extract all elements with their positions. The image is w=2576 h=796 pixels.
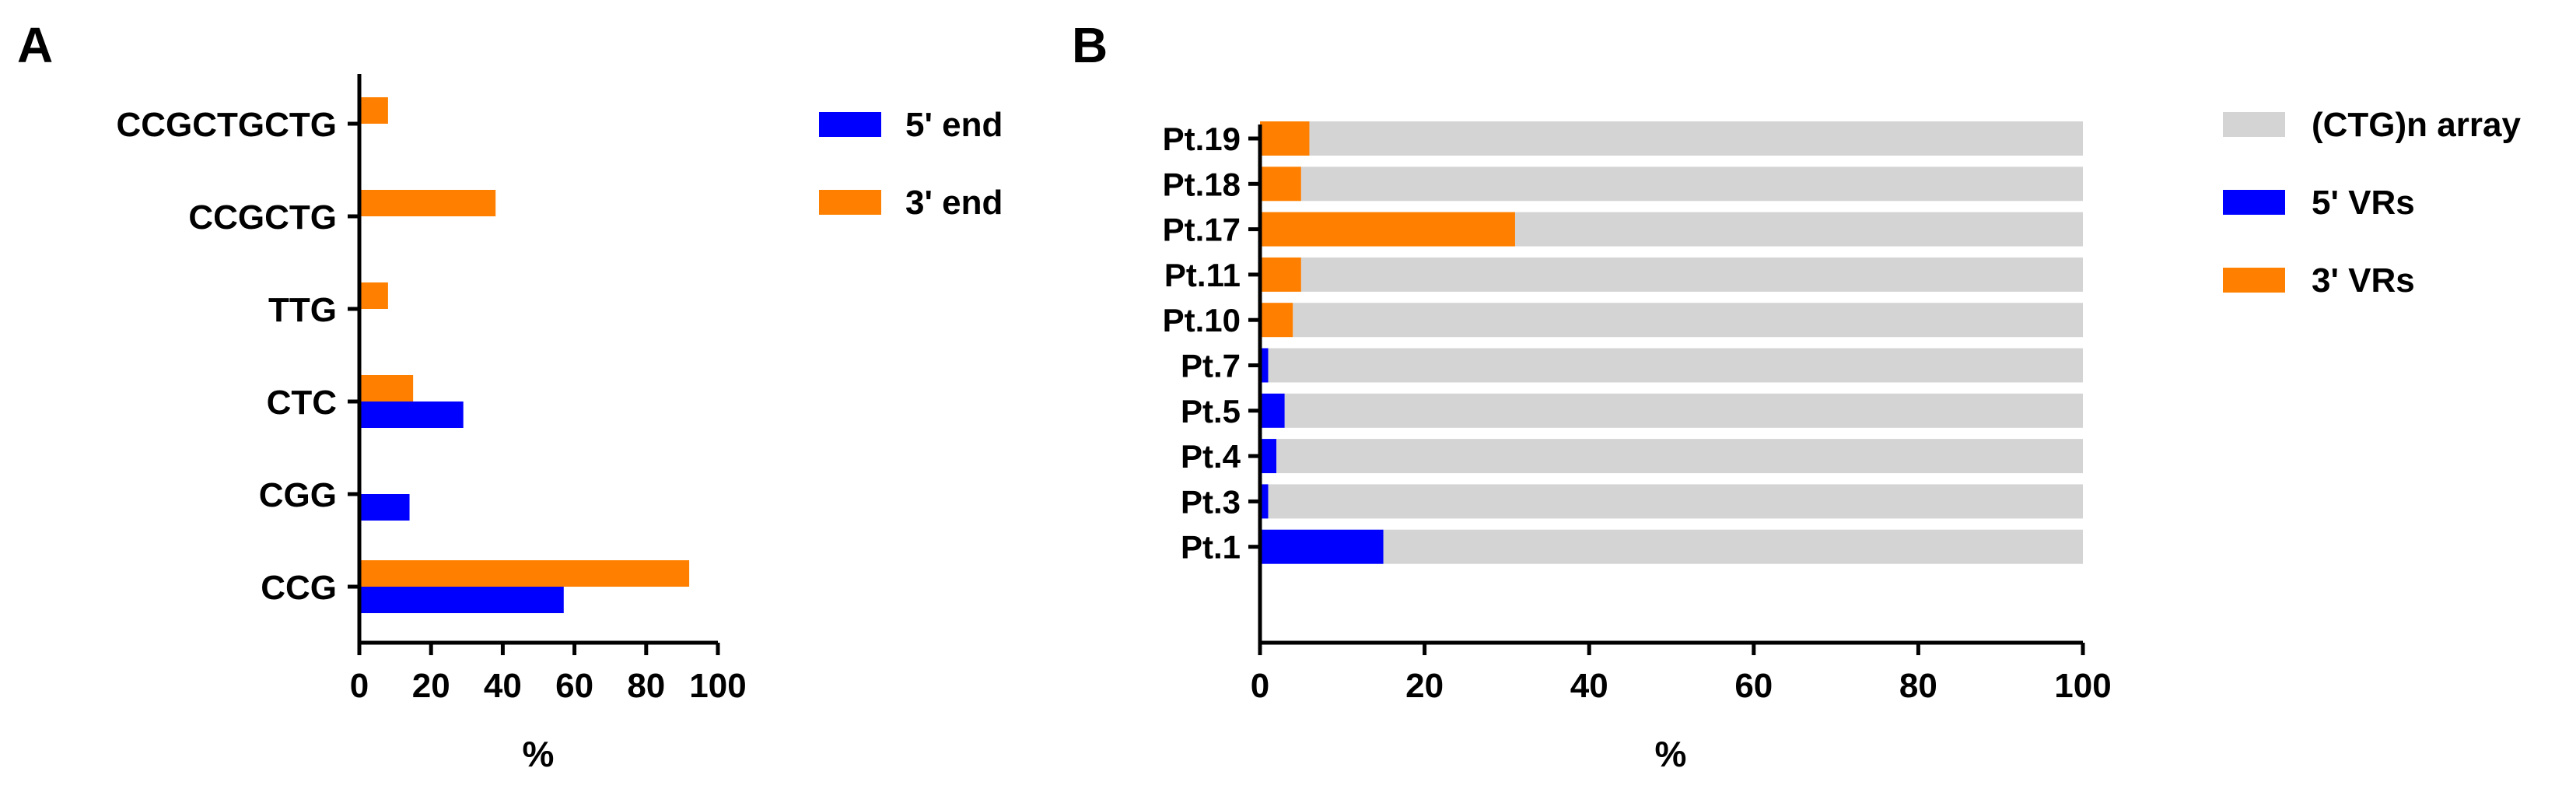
legend-label-5-vrs: 5' VRs (2312, 184, 2415, 222)
category-label-pt-11: Pt.11 (1164, 257, 1241, 293)
bar-ctg-n-array-pt-19 (1309, 121, 2083, 156)
bar-3-vrs-pt-18 (1260, 167, 1301, 202)
x-tick-label-80: 80 (627, 667, 665, 705)
x-tick-label-20: 20 (1405, 667, 1444, 705)
bar-5-vrs-pt-3 (1260, 484, 1269, 519)
bar-5-end-cgg (359, 494, 410, 521)
panel-b-x-ticks: 0 20 40 60 80 100 (1251, 643, 2112, 705)
bar-3-end-ccgctg (359, 190, 496, 216)
category-label-pt-19: Pt.19 (1163, 121, 1241, 157)
bar-3-end-ctc (359, 375, 414, 402)
bar-ctg-n-array-pt-10 (1293, 303, 2083, 338)
bar-ctg-n-array-pt-5 (1284, 393, 2083, 428)
category-label-ctc: CTC (267, 384, 337, 422)
bar-5-end-ccg (359, 587, 564, 613)
bar-ctg-n-array-pt-18 (1300, 167, 2083, 202)
bar-3-vrs-pt-11 (1260, 257, 1301, 292)
legend-swatch-3-end (819, 190, 881, 215)
x-tick-label-40: 40 (1570, 667, 1608, 705)
legend-label-3-vrs: 3' VRs (2312, 261, 2415, 300)
x-tick-label-80: 80 (1899, 667, 1937, 705)
category-label-ccg: CCG (261, 569, 337, 607)
bar-5-end-ctc (359, 402, 464, 428)
bar-5-vrs-pt-1 (1260, 529, 1384, 564)
legend-swatch-3-vrs (2223, 268, 2285, 293)
bar-ctg-n-array-pt-11 (1300, 257, 2083, 292)
panel-b-category-labels: Pt.19 Pt.18 Pt.17 Pt.11 Pt.10 Pt.7 Pt.5 Pt.4 Pt.… (1163, 121, 1260, 566)
bar-ctg-n-array-pt-4 (1276, 439, 2083, 474)
category-label-pt-3: Pt.3 (1181, 483, 1241, 520)
bar-3-vrs-pt-19 (1260, 121, 1310, 156)
bar-5-vrs-pt-7 (1260, 348, 1269, 383)
category-label-pt-1: Pt.1 (1181, 529, 1241, 566)
panel-a-x-label: % (523, 734, 555, 774)
bar-5-vrs-pt-4 (1260, 439, 1277, 474)
bar-ctg-n-array-pt-7 (1268, 348, 2083, 383)
legend-swatch-5-end (819, 112, 881, 137)
bar-ctg-n-array-pt-3 (1268, 484, 2083, 519)
panel-b: B Pt.19Pt.18Pt.17Pt.11Pt.10Pt.7Pt.5Pt.4P… (1072, 17, 2521, 774)
category-label-pt-5: Pt.5 (1181, 393, 1241, 430)
x-tick-label-100: 100 (689, 667, 746, 705)
panel-b-x-label: % (1655, 734, 1687, 774)
x-tick-label-0: 0 (1251, 667, 1269, 705)
category-label-pt-4: Pt.4 (1181, 438, 1241, 475)
bar-ctg-n-array-pt-17 (1514, 212, 2083, 247)
category-label-pt-17: Pt.17 (1163, 212, 1241, 248)
panel-a-legend: 5' end 3' end (819, 106, 1003, 222)
x-tick-label-60: 60 (555, 667, 593, 705)
category-label-cgg: CGG (259, 476, 337, 514)
category-label-ccgctg: CCGCTG (188, 198, 337, 237)
panel-a-category-labels: CCGCTGCTG CCGCTG TTG CTC CGG CCG (116, 106, 359, 607)
panel-a-label: A (17, 17, 53, 73)
panel-a-x-ticks: 0 20 40 60 80 100 (350, 643, 747, 705)
panel-b-bars (1260, 121, 2083, 564)
legend-label-3-end: 3' end (905, 184, 1003, 222)
panel-a: A CCGCTGCTG CCGCTG TTG CTC CGG CCG 0 20 40 60 80 1… (17, 17, 1003, 774)
legend-label-5-end: 5' end (905, 106, 1003, 144)
category-label-pt-10: Pt.10 (1163, 302, 1241, 338)
bar-3-end-ttg (359, 282, 388, 309)
legend-swatch-ctg-array (2223, 112, 2285, 137)
category-label-ttg: TTG (268, 291, 337, 329)
panel-b-legend: (CTG)n array 5' VRs 3' VRs (2223, 106, 2521, 300)
x-tick-label-20: 20 (412, 667, 450, 705)
x-tick-label-60: 60 (1734, 667, 1773, 705)
legend-label-ctg-array: (CTG)n array (2312, 106, 2521, 144)
bar-5-vrs-pt-5 (1260, 393, 1285, 428)
bar-ctg-n-array-pt-1 (1383, 529, 2083, 564)
bar-3-end-ccg (359, 560, 690, 587)
bar-3-end-ccgctgctg (359, 97, 388, 124)
x-tick-label-100: 100 (2054, 667, 2111, 705)
panel-a-bars (359, 97, 690, 613)
bar-3-vrs-pt-10 (1260, 303, 1293, 338)
category-label-pt-7: Pt.7 (1181, 348, 1241, 384)
legend-swatch-5-vrs (2223, 190, 2285, 215)
x-tick-label-0: 0 (350, 667, 369, 705)
x-tick-label-40: 40 (484, 667, 522, 705)
category-label-ccgctgctg: CCGCTGCTG (116, 106, 337, 144)
bar-3-vrs-pt-17 (1260, 212, 1515, 247)
category-label-pt-18: Pt.18 (1163, 166, 1241, 202)
panel-b-label: B (1072, 17, 1108, 73)
